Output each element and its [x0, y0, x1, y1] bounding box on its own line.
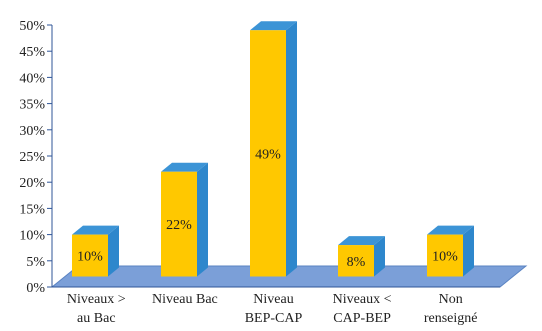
- y-tick-label: 45%: [19, 45, 45, 60]
- bar-data-label: 49%: [255, 147, 281, 162]
- bar: [338, 236, 385, 277]
- bar-top-face: [338, 236, 385, 246]
- x-category-label: Niveau BEP-CAP: [245, 292, 303, 326]
- bar-front-face: [72, 234, 108, 277]
- bar-top-face: [72, 225, 119, 235]
- bar: [161, 162, 208, 277]
- bar-data-label: 22%: [166, 218, 192, 233]
- y-tick-label: 40%: [19, 71, 45, 86]
- bar-side-face: [197, 162, 208, 277]
- y-tick-label: 15%: [19, 202, 45, 217]
- bar: [250, 21, 297, 277]
- bar-side-face: [463, 225, 474, 277]
- x-category-label: Niveaux > au Bac: [67, 292, 126, 326]
- bar: [427, 225, 474, 277]
- x-category-label: Niveaux < CAP-BEP: [333, 292, 392, 326]
- bar-front-face: [161, 171, 197, 277]
- bar: [72, 225, 119, 277]
- y-tick-label: 20%: [19, 176, 45, 191]
- bar-top-face: [427, 225, 474, 235]
- bar-top-face: [250, 21, 297, 31]
- x-category-label: Niveau Bac: [152, 292, 218, 307]
- bar-data-label: 8%: [347, 255, 366, 270]
- y-tick-label: 25%: [19, 150, 45, 165]
- bar-data-label: 10%: [77, 250, 103, 265]
- bar-top-face: [161, 162, 208, 172]
- y-tick-label: 10%: [19, 229, 45, 244]
- y-tick-label: 35%: [19, 98, 45, 113]
- bar-front-face: [250, 30, 286, 277]
- y-tick-label: 30%: [19, 124, 45, 139]
- y-tick-label: 0%: [26, 281, 45, 296]
- bar-side-face: [374, 236, 385, 277]
- y-tick-label: 5%: [26, 255, 45, 270]
- bar-front-face: [427, 234, 463, 277]
- x-category-label: Non renseigné: [424, 292, 478, 326]
- bar-side-face: [286, 21, 297, 277]
- y-tick-label: 50%: [19, 19, 45, 34]
- bar-data-label: 10%: [432, 250, 458, 265]
- bar-front-face: [338, 245, 374, 277]
- bar-side-face: [108, 225, 119, 277]
